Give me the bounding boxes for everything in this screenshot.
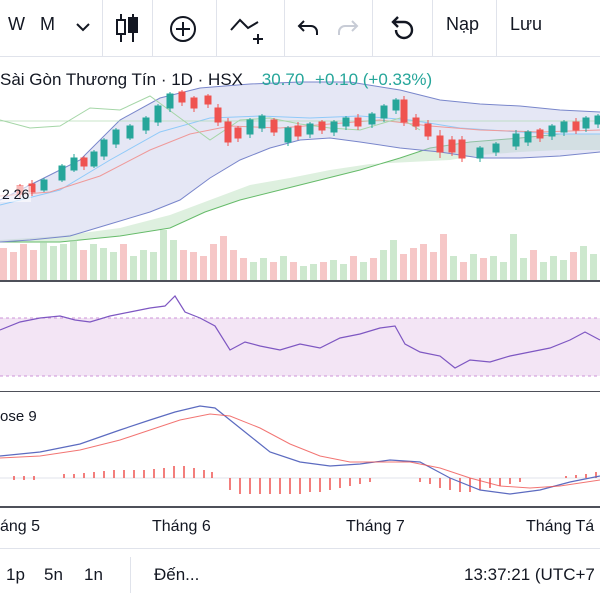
price-label: 2 26	[0, 186, 32, 202]
bollinger-lower	[0, 137, 600, 243]
load-button[interactable]: Nạp	[446, 14, 480, 34]
rsi-band	[0, 318, 600, 376]
candlestick-series	[16, 90, 600, 198]
range-5n-button[interactable]: 5n	[44, 565, 63, 584]
divider	[496, 0, 497, 56]
divider	[432, 0, 433, 56]
senkou-span-b	[0, 133, 600, 243]
last-price: 30.70	[261, 70, 305, 89]
bollinger-upper	[0, 81, 600, 201]
divider	[102, 0, 103, 56]
macd-histogram	[13, 466, 597, 494]
rsi-pane[interactable]	[0, 282, 600, 392]
ichimoku-cloud	[0, 134, 600, 242]
redo-icon[interactable]	[336, 16, 360, 40]
interval-w-button[interactable]: W	[8, 14, 25, 34]
bollinger-basis	[0, 115, 600, 206]
divider	[216, 0, 217, 56]
x-axis-label-month-6: Tháng 6	[152, 518, 211, 535]
divider	[284, 0, 285, 56]
divider	[130, 557, 131, 593]
chikou-span	[0, 95, 421, 141]
add-indicator-icon[interactable]	[168, 14, 198, 44]
symbol-title: Sài Gòn Thương Tín · 1D · HSX	[0, 70, 243, 89]
trend-line-icon[interactable]	[228, 12, 268, 46]
goto-date-button[interactable]: Đến...	[154, 565, 200, 584]
divider	[372, 0, 373, 56]
x-axis-label-month-5: áng 5	[0, 518, 41, 535]
clock-timezone[interactable]: 13:37:21 (UTC+7	[464, 565, 595, 584]
interval-m-button[interactable]: M	[40, 14, 55, 34]
bollinger-band	[0, 82, 600, 242]
divider	[152, 0, 153, 56]
range-1n-button[interactable]: 1n	[84, 565, 103, 584]
macd-indicator-label: ose 9	[0, 408, 37, 425]
x-axis-label-month-7: Tháng 7	[346, 518, 405, 535]
chevron-down-icon[interactable]	[74, 20, 92, 34]
price-pane[interactable]	[0, 56, 600, 282]
price-change: +0.10 (+0.33%)	[315, 70, 433, 89]
undo-icon[interactable]	[296, 16, 320, 40]
signal-line	[0, 413, 600, 489]
kijun-line	[0, 119, 600, 197]
chart-legend: Sài Gòn Thương Tín · 1D · HSX 30.70 +0.1…	[0, 70, 432, 90]
macd-pane[interactable]	[0, 393, 600, 508]
macd-line	[0, 405, 600, 495]
volume-series	[0, 230, 597, 280]
range-1p-button[interactable]: 1p	[6, 565, 25, 584]
bottom-toolbar: 1p 5n 1n Đến... 13:37:21 (UTC+7	[0, 548, 600, 601]
candlestick-chart-icon[interactable]	[114, 12, 140, 44]
save-button[interactable]: Lưu	[510, 14, 543, 34]
rsi-line	[0, 295, 600, 369]
reload-icon[interactable]	[390, 13, 418, 43]
x-axis-label-month-8: Tháng Tá	[526, 518, 595, 535]
top-toolbar: W M Nạp Lưu	[0, 0, 600, 57]
